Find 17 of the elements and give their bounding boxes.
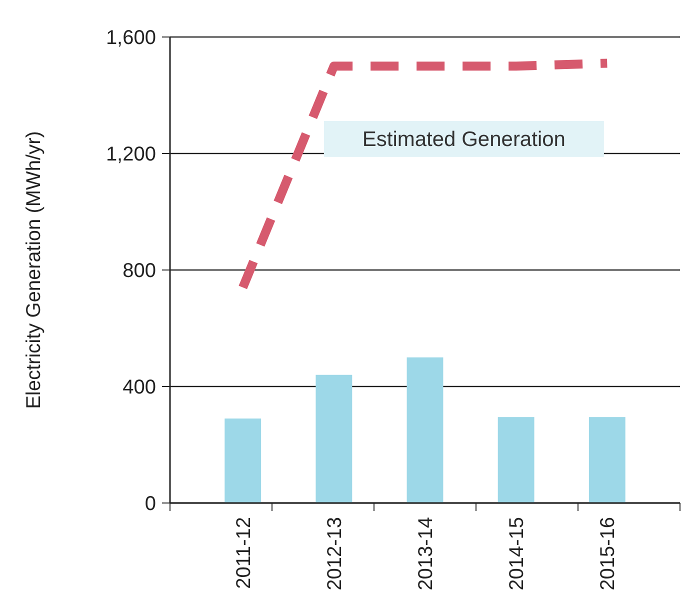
- x-tick-label: 2012-13: [324, 517, 346, 590]
- bar: [498, 417, 534, 503]
- x-tick-label: 2013-14: [415, 517, 437, 590]
- y-tick-label: 400: [122, 376, 156, 398]
- x-tick-label: 2011-12: [232, 517, 255, 589]
- y-tick-label: 1,200: [106, 144, 156, 166]
- bar: [316, 374, 352, 503]
- text: Estimated Generation: [362, 128, 566, 151]
- x-tick-label: 2014-15: [506, 517, 528, 590]
- y-axis-title: Electricity Generation (MWh/yr): [23, 131, 45, 409]
- y-tick-label: 1,600: [106, 27, 156, 49]
- x-tick-label: 2015-16: [597, 517, 620, 590]
- y-tick-label: 800: [122, 260, 156, 282]
- bar: [406, 357, 444, 503]
- bar: [224, 418, 262, 503]
- bar: [588, 417, 626, 503]
- y-tick-label: 0: [144, 493, 156, 515]
